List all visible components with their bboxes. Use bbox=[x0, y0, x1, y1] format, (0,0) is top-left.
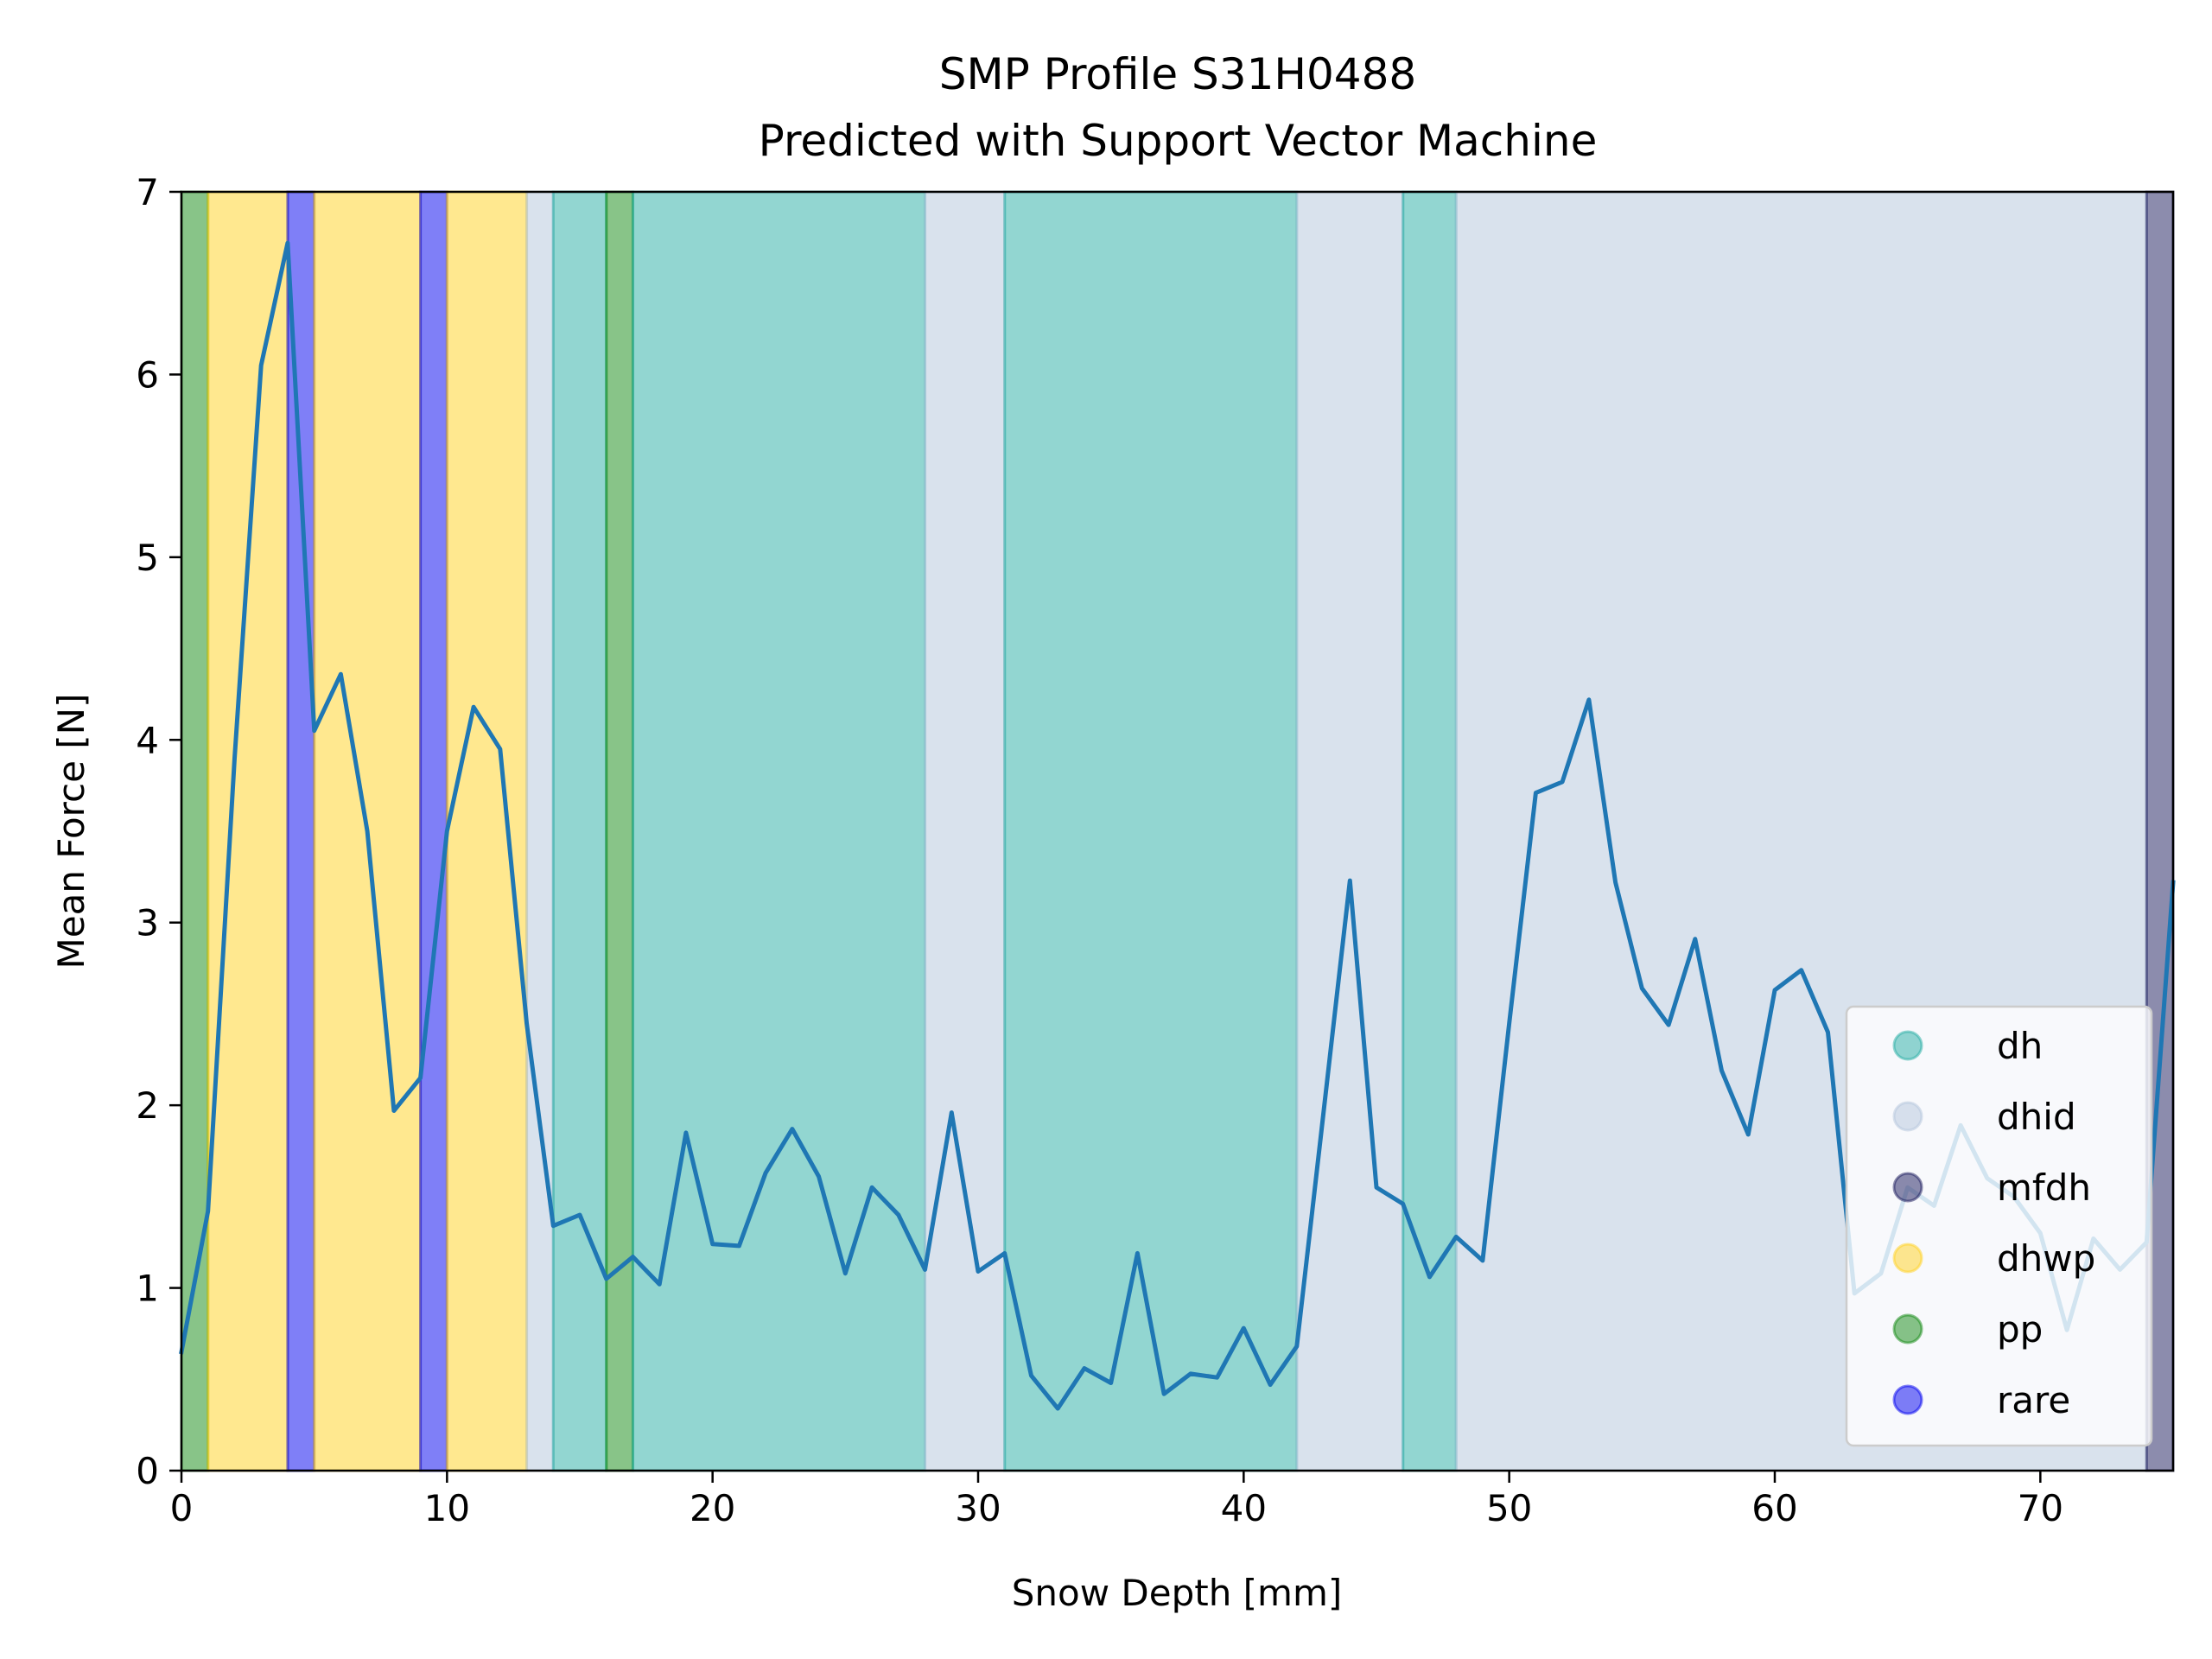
y-tick-label: 1 bbox=[136, 1268, 159, 1310]
y-tick-label: 4 bbox=[136, 719, 159, 761]
y-tick-label: 0 bbox=[136, 1450, 159, 1492]
y-axis-label: Mean Force [N] bbox=[50, 694, 92, 969]
band-rare bbox=[419, 190, 448, 1472]
x-tick-label: 10 bbox=[424, 1487, 470, 1529]
y-tick-label: 2 bbox=[136, 1084, 159, 1127]
chart-title: SMP Profile S31H0488 bbox=[939, 49, 1417, 99]
legend-marker-dh bbox=[1892, 1030, 1923, 1061]
x-tick-label: 20 bbox=[690, 1487, 735, 1529]
band-dh bbox=[1003, 190, 1299, 1472]
legend-label-mfdh: mfdh bbox=[1997, 1166, 2091, 1209]
legend-marker-mfdh bbox=[1892, 1172, 1923, 1203]
legend-marker-pp bbox=[1892, 1313, 1923, 1344]
legend-label-rare: rare bbox=[1997, 1379, 2070, 1421]
band-dhwp bbox=[207, 190, 289, 1472]
x-tick-label: 70 bbox=[2018, 1487, 2063, 1529]
series-line-0 bbox=[179, 240, 2176, 1411]
y-axis: 0 1 2 3 4 5 6 7 bbox=[136, 171, 181, 1492]
band-dh bbox=[631, 190, 927, 1472]
y-tick-label: 6 bbox=[136, 353, 159, 396]
legend-label-dhwp: dhwp bbox=[1997, 1237, 2095, 1280]
legend-items: dh dhid mfdh dhwp pp rare bbox=[1892, 1025, 2095, 1421]
legend-label-pp: pp bbox=[1997, 1308, 2043, 1351]
legend-label-dhid: dhid bbox=[1997, 1096, 2076, 1138]
band-pp bbox=[180, 190, 210, 1472]
y-tick-label: 3 bbox=[136, 902, 159, 944]
x-tick-label: 40 bbox=[1221, 1487, 1267, 1529]
band-dhwp bbox=[445, 190, 529, 1472]
axes-frame bbox=[180, 190, 2175, 1472]
x-tick-label: 50 bbox=[1486, 1487, 1532, 1529]
y-tick-label: 5 bbox=[136, 537, 159, 579]
legend-marker-dhid bbox=[1892, 1101, 1923, 1132]
x-axis: 0 10 20 30 40 50 60 70 bbox=[170, 1471, 2063, 1529]
band-dhid bbox=[924, 190, 1007, 1472]
legend-label-dh: dh bbox=[1997, 1025, 2043, 1067]
band-dhid bbox=[525, 190, 555, 1472]
x-tick-label: 0 bbox=[170, 1487, 194, 1529]
chart-subtitle: Predicted with Support Vector Machine bbox=[759, 116, 1598, 166]
band-dhid bbox=[1295, 190, 1405, 1472]
y-tick-label: 7 bbox=[136, 171, 159, 213]
legend-marker-dhwp bbox=[1892, 1243, 1923, 1274]
legend: dh dhid mfdh dhwp pp rare bbox=[1845, 1005, 2153, 1447]
legend-marker-rare bbox=[1892, 1384, 1923, 1415]
band-rare bbox=[286, 190, 316, 1472]
band-pp bbox=[605, 190, 634, 1472]
band-dh bbox=[551, 190, 608, 1472]
x-tick-label: 30 bbox=[955, 1487, 1001, 1529]
series-layer bbox=[179, 240, 2176, 1411]
x-axis-label: Snow Depth [mm] bbox=[1012, 1572, 1343, 1614]
plot-area bbox=[179, 190, 2176, 1472]
x-tick-label: 60 bbox=[1751, 1487, 1797, 1529]
